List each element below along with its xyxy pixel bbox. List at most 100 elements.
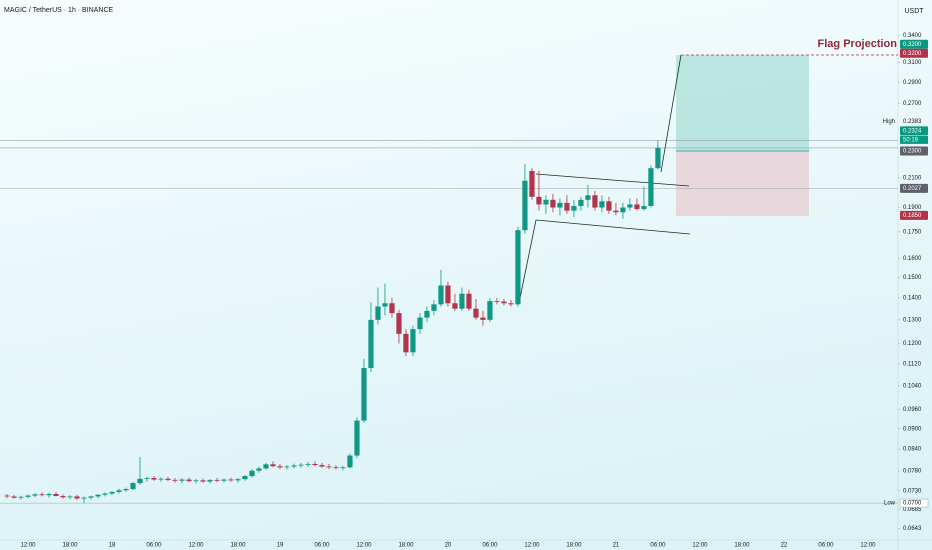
candle-body	[487, 301, 493, 320]
y-tick-label: 0.0685	[903, 507, 922, 513]
x-tick-label: 06:00	[146, 543, 162, 549]
price-tag: 0.1850	[900, 210, 928, 220]
candle-body	[382, 303, 388, 307]
pole-line	[518, 219, 537, 304]
y-tick-label: 0.1750	[903, 229, 922, 235]
low-label: 0.0700	[903, 501, 922, 507]
candle-body	[214, 479, 220, 481]
y-tick-label: 0.0900	[903, 426, 922, 432]
candle-body	[634, 204, 640, 210]
candle-body	[529, 170, 535, 197]
candle-body	[270, 464, 276, 467]
candle-body	[25, 495, 31, 497]
y-tick-label: 0.3400	[903, 33, 922, 39]
candle-body	[613, 210, 619, 213]
y-tick-label: 0.1120	[903, 362, 922, 368]
y-tick-label: 0.1300	[903, 317, 922, 323]
candle-body	[81, 497, 87, 499]
candle-body	[172, 479, 178, 481]
candle-body	[144, 477, 150, 479]
candle-body	[95, 494, 101, 497]
price-tag-box	[900, 183, 928, 193]
flag-lower	[535, 219, 691, 235]
x-tick-label: 18:00	[566, 543, 582, 549]
y-tick-label: 0.1900	[903, 205, 922, 211]
y-tick-label: 0.0960	[903, 407, 922, 413]
price-tag-label: 0.2324	[903, 128, 922, 134]
price-tag-box	[900, 146, 928, 156]
candle-body	[585, 195, 591, 200]
x-tick-label: 06:00	[650, 543, 666, 549]
candle-body	[354, 420, 360, 456]
candle-body	[249, 470, 255, 477]
candle-body	[417, 317, 423, 330]
price-tag: 0.2324	[900, 126, 928, 136]
candle-body	[410, 329, 416, 353]
candle-body	[242, 476, 248, 480]
flag-upper	[535, 173, 690, 187]
x-tick-label: 18:00	[734, 543, 750, 549]
y-tick-label: 0.0643	[903, 526, 922, 532]
x-tick-label: 12:00	[356, 543, 372, 549]
candle-body	[627, 204, 633, 208]
price-tag-label: 0.3200	[903, 42, 922, 48]
candle-body	[123, 489, 129, 491]
candle-body	[228, 479, 234, 481]
price-tag-label: 0.2027	[903, 186, 922, 192]
y-tick-label: 0.2900	[903, 80, 922, 86]
candle-body	[11, 496, 17, 498]
candle-body	[571, 205, 577, 211]
price-tag: 0.3200	[900, 48, 928, 58]
candle-body	[466, 293, 472, 309]
x-tick-label: 12:00	[524, 543, 540, 549]
candle-body	[347, 455, 353, 468]
candle-body	[277, 466, 283, 468]
candle-body	[403, 333, 409, 353]
candle-body	[179, 479, 185, 481]
plot	[0, 55, 898, 504]
candle-body	[606, 201, 612, 211]
candle-body	[501, 301, 507, 304]
x-tick-label: 18:00	[398, 543, 414, 549]
y-tick-label: 0.0780	[903, 469, 922, 475]
candle-body	[130, 483, 136, 490]
candle-body	[284, 466, 290, 468]
candle-body	[340, 467, 346, 469]
candle-body	[200, 480, 206, 482]
price-tag-box	[900, 39, 928, 49]
candle-body	[88, 496, 94, 498]
price-tag-box	[900, 48, 928, 58]
candle-body	[452, 303, 458, 309]
candle-body	[193, 480, 199, 482]
x-tick-label: 21	[613, 543, 620, 549]
price-tag: 0.3200	[900, 39, 928, 49]
candle-body	[319, 465, 325, 467]
low-name: Low	[884, 501, 896, 507]
x-tick-label: 20	[445, 543, 452, 549]
price-tag: 0.2027	[900, 183, 928, 193]
candle-body	[445, 285, 451, 304]
y-tick-label: 0.1400	[903, 296, 922, 302]
x-tick-label: 06:00	[482, 543, 498, 549]
candle-body	[578, 199, 584, 206]
candle-body	[67, 496, 73, 498]
candle-body	[564, 202, 570, 211]
candle-body	[326, 466, 332, 468]
price-tag-box	[900, 126, 928, 136]
candle-body	[256, 468, 262, 471]
candle-body	[424, 310, 430, 318]
x-tick-label: 12:00	[692, 543, 708, 549]
annotation: Flag Projection	[818, 38, 898, 50]
y-tick-label: 0.1600	[903, 256, 922, 262]
candle-body	[543, 199, 549, 205]
candle-body	[151, 477, 157, 480]
low-box	[899, 498, 929, 508]
candle-body	[109, 491, 115, 494]
candle-body	[396, 313, 402, 334]
candle-body	[655, 147, 661, 169]
candle-body	[137, 478, 143, 484]
symbol: MAGIC / TetherUS · 1h · BINANCE	[4, 7, 114, 14]
x-tick-label: 18:00	[230, 543, 246, 549]
candle-body	[641, 205, 647, 210]
